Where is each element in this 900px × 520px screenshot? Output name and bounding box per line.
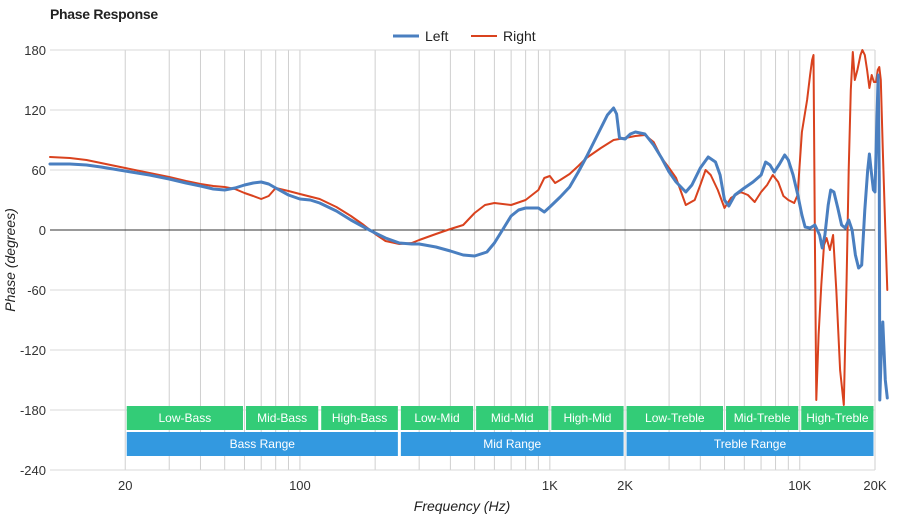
band-label: Low-Bass	[159, 411, 212, 425]
legend-item-right[interactable]: Right	[471, 28, 536, 44]
y-tick-label: 60	[32, 163, 46, 178]
frequency-bands: Low-Bass Mid-Bass High-Bass Low-Mid Mid-Mid H…	[126, 406, 874, 456]
x-axis-title: Frequency (Hz)	[414, 498, 510, 514]
band-label: Mid-Bass	[257, 411, 307, 425]
grid-layer	[50, 49, 876, 471]
legend-item-left[interactable]: Left	[393, 28, 448, 44]
legend-label: Right	[503, 28, 536, 44]
y-tick-label: -180	[20, 403, 46, 418]
x-tick-label: 20K	[863, 478, 886, 493]
band-rect	[245, 406, 319, 430]
band-label: High-Mid	[563, 411, 611, 425]
band-rect	[400, 406, 474, 430]
band-rect	[726, 406, 799, 430]
x-tick-label: 100	[289, 478, 311, 493]
band-rect	[321, 406, 398, 430]
band-label: Mid Range	[483, 437, 541, 451]
x-tick-label: 10K	[788, 478, 811, 493]
axis-labels: 180 120 60 0 -60 -120 -180 -240 20 100 1K 2K 10K 20K	[20, 43, 887, 493]
band-label: High-Treble	[806, 411, 869, 425]
chart-title: Phase Response	[50, 6, 158, 22]
band-label: Mid-Treble	[734, 411, 791, 425]
band-rect	[126, 406, 243, 430]
y-tick-label: 0	[39, 223, 46, 238]
legend[interactable]: Left Right	[393, 28, 536, 44]
y-tick-label: 180	[24, 43, 46, 58]
band-rect	[400, 432, 624, 456]
band-label: Treble Range	[714, 437, 787, 451]
series-line-right	[49, 49, 889, 406]
y-tick-label: -120	[20, 343, 46, 358]
series-layer	[48, 49, 889, 406]
band-label: Low-Mid	[414, 411, 459, 425]
series-line-left	[48, 73, 889, 402]
y-axis-title: Phase (degrees)	[2, 208, 18, 312]
band-rect	[626, 406, 724, 430]
band-label: Mid-Mid	[491, 411, 534, 425]
y-tick-label: -240	[20, 463, 46, 478]
x-tick-label: 1K	[542, 478, 558, 493]
x-tick-label: 2K	[617, 478, 633, 493]
band-label: Low-Treble	[645, 411, 705, 425]
y-tick-label: -60	[27, 283, 46, 298]
band-rect	[801, 406, 874, 430]
band-rect	[626, 432, 874, 456]
band-label: High-Bass	[332, 411, 387, 425]
y-tick-label: 120	[24, 103, 46, 118]
legend-label: Left	[425, 28, 448, 44]
band-rect	[551, 406, 624, 430]
x-tick-label: 20	[118, 478, 132, 493]
band-label: Bass Range	[230, 437, 296, 451]
band-rect	[126, 432, 398, 456]
band-rect	[476, 406, 549, 430]
